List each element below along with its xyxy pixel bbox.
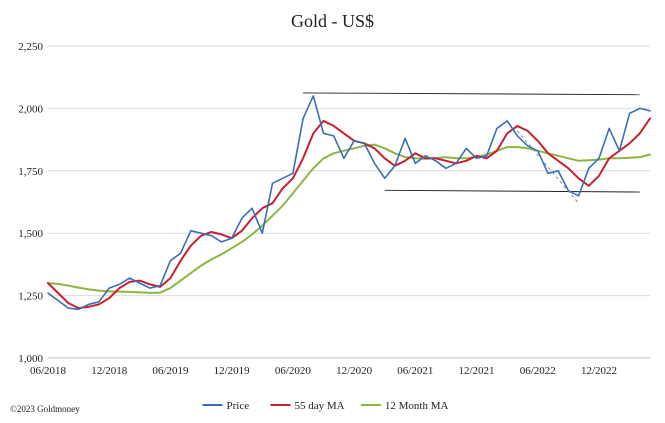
y-tick-label: 2,250 — [18, 41, 43, 53]
x-tick-label: 06/2022 — [520, 365, 556, 377]
x-axis-ticks: 06/2018 12/2018 06/2019 12/2019 06/2020 12/20… — [30, 365, 617, 377]
x-tick-label: 12/2020 — [336, 365, 373, 377]
series-line-12-month-ma — [47, 143, 651, 294]
y-tick-label: 1,500 — [18, 228, 43, 240]
x-tick-label: 12/2019 — [214, 365, 251, 377]
x-tick-label: 06/2019 — [152, 365, 189, 377]
trend-line — [516, 130, 579, 204]
credit-text: ©2023 Goldmoney — [10, 404, 80, 414]
support-line — [384, 189, 640, 193]
series-line-55-day-ma — [47, 117, 651, 310]
series-lines — [47, 95, 651, 311]
x-tick-label: 12/2021 — [459, 365, 495, 377]
y-axis-ticks: 1,000 1,250 1,500 1,750 2,000 2,250 — [18, 41, 43, 365]
grid-lines — [48, 45, 650, 359]
y-tick-label: 1,250 — [18, 291, 43, 303]
legend-label-price: Price — [227, 400, 250, 412]
y-tick-label: 2,000 — [18, 103, 43, 115]
x-tick-label: 06/2020 — [275, 365, 312, 377]
y-tick-label: 1,000 — [18, 353, 43, 365]
resistance-line — [303, 92, 640, 96]
legend-label-12-month-ma: 12 Month MA — [385, 400, 449, 412]
legend: Price 55 day MA 12 Month MA — [202, 400, 449, 412]
x-tick-label: 12/2022 — [581, 365, 617, 377]
x-tick-label: 12/2018 — [91, 365, 128, 377]
y-tick-label: 1,750 — [18, 166, 43, 178]
chart-title: Gold - US$ — [291, 11, 374, 31]
legend-label-55-day-ma: 55 day MA — [295, 400, 345, 412]
series-line-price — [47, 95, 651, 311]
x-tick-label: 06/2018 — [30, 365, 67, 377]
x-tick-label: 06/2021 — [397, 365, 433, 377]
